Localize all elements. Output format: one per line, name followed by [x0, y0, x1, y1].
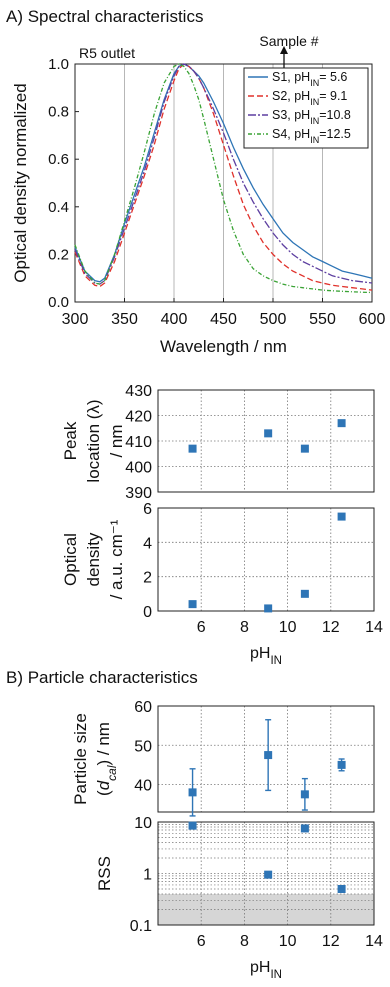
x-tick-label: 10: [279, 933, 297, 950]
x-tick-label: 6: [197, 619, 206, 636]
y-tick-label: 2: [143, 570, 152, 587]
x-tick-label: 450: [210, 311, 237, 328]
y-tick-label: 50: [134, 738, 152, 755]
y-axis-label-line: density: [84, 532, 103, 586]
y-axis-label: Optical density normalized: [11, 83, 30, 282]
y-tick-label: 0.6: [48, 151, 69, 168]
x-tick-label: 8: [240, 619, 249, 636]
y-tick-label: 10: [134, 815, 152, 832]
x-tick-label: 400: [161, 311, 188, 328]
x-axis-label: pHIN: [250, 959, 282, 981]
x-tick-label: 14: [365, 619, 383, 636]
x-axis-label: pHIN: [250, 645, 282, 667]
legend-label-1: S1, pHIN= 5.6: [272, 70, 347, 88]
section-b-title: B) Particle characteristics: [6, 668, 198, 687]
series-line-4: [74, 63, 373, 294]
data-point: [188, 821, 197, 830]
y-axis-label-line: location (λ): [84, 399, 103, 482]
legend-label-2: S2, pHIN= 9.1: [272, 89, 347, 107]
y-tick-label: 400: [125, 460, 152, 477]
y-axis-label-line: Particle size: [71, 713, 90, 805]
annotation-sample-number: Sample #: [259, 33, 318, 49]
data-point: [337, 512, 346, 521]
legend-label-3: S3, pHIN=10.8: [272, 108, 351, 126]
y-tick-label: 420: [125, 409, 152, 426]
x-tick-label: 10: [279, 619, 297, 636]
y-tick-label: 6: [143, 501, 152, 518]
section-a-title: A) Spectral characteristics: [6, 7, 203, 26]
data-point: [264, 604, 273, 613]
x-tick-label: 12: [322, 619, 340, 636]
data-point: [188, 788, 197, 797]
data-point: [264, 751, 273, 760]
data-point: [188, 444, 197, 453]
x-tick-label: 550: [309, 311, 336, 328]
data-point: [188, 600, 197, 609]
y-tick-label: 0.8: [48, 104, 69, 121]
data-point: [300, 824, 309, 833]
data-point: [300, 444, 309, 453]
x-tick-label: 8: [240, 933, 249, 950]
y-tick-label: 1: [143, 867, 152, 884]
y-tick-label: 410: [125, 434, 152, 451]
series-line-3: [74, 63, 373, 285]
y-tick-label: 40: [134, 778, 152, 795]
y-axis-label: RSS: [95, 856, 114, 891]
data-point: [300, 589, 309, 598]
y-axis-label-line: / nm: [107, 424, 126, 457]
plot-frame: [157, 821, 375, 926]
plot-frame: [157, 705, 375, 813]
y-tick-label: 0.2: [48, 246, 69, 263]
y-tick-label: 0.1: [130, 918, 152, 935]
y-tick-label: 4: [143, 535, 152, 552]
y-axis-label-line: / a.u. cm⁻¹: [107, 519, 126, 599]
y-tick-label: 0.0: [48, 294, 69, 311]
sample-arrow-head: [280, 46, 288, 54]
data-point: [337, 760, 346, 769]
y-tick-label: 390: [125, 485, 152, 502]
series-line-1: [74, 63, 373, 283]
x-tick-label: 6: [197, 933, 206, 950]
x-tick-label: 14: [365, 933, 383, 950]
data-point: [264, 870, 273, 879]
plot-frame: [157, 507, 375, 612]
x-axis-label: Wavelength / nm: [160, 337, 287, 356]
y-tick-label: 1.0: [48, 56, 69, 73]
data-point: [300, 790, 309, 799]
plot-frame: [157, 389, 375, 493]
y-tick-label: 0: [143, 604, 152, 621]
y-tick-label: 0.4: [48, 199, 69, 216]
legend-label-4: S4, pHIN=12.5: [272, 127, 351, 145]
y-tick-label: 430: [125, 383, 152, 400]
y-tick-label: 60: [134, 699, 152, 716]
x-tick-label: 300: [62, 311, 89, 328]
annotation-r5-outlet: R5 outlet: [79, 45, 135, 61]
x-tick-label: 600: [359, 311, 386, 328]
data-point: [337, 419, 346, 428]
x-tick-label: 350: [111, 311, 138, 328]
x-tick-label: 500: [260, 311, 287, 328]
y-axis-label-line: Optical: [61, 533, 80, 586]
x-tick-label: 12: [322, 933, 340, 950]
y-axis-label-line: (dcal) / nm: [94, 722, 119, 796]
data-point: [337, 885, 346, 894]
legend-box: [243, 67, 369, 149]
data-point: [264, 429, 273, 438]
y-axis-label-line: Peak: [61, 421, 80, 460]
